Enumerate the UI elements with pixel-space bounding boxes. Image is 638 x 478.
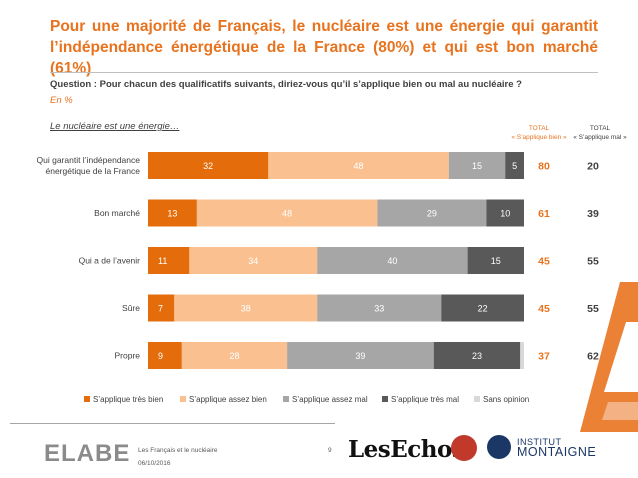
bar-segment [148, 152, 269, 179]
bar-value-label: 23 [472, 351, 482, 361]
bar-segment [377, 199, 487, 227]
footer-info: Les Français et le nucléaire 06/10/2016 [138, 444, 218, 470]
total-good-value: 45 [538, 303, 550, 315]
institut-montaigne-line1: INSTITUT [517, 437, 562, 447]
total-bad-value: 62 [587, 351, 599, 363]
bar-segment [189, 247, 318, 274]
legend-label: Sans opinion [483, 395, 529, 404]
page-number: 9 [328, 447, 332, 454]
bar-segment [196, 199, 378, 227]
bar-value-label: 15 [491, 256, 501, 266]
bar-value-label: 39 [355, 351, 365, 361]
bar-segment [441, 294, 524, 322]
bar-segment [317, 294, 442, 322]
category-label: Qui garantit l’indépendance [37, 155, 141, 165]
legend-label: S’applique très bien [93, 395, 163, 404]
total-good-header: TOTAL « S’applique bien » [508, 124, 570, 142]
elabe-logo-text: ELABE [44, 440, 131, 467]
bar-segment [486, 199, 524, 227]
legend-label: S’applique assez mal [292, 395, 368, 404]
bar-value-label: 40 [387, 256, 397, 266]
category-label: Propre [114, 351, 140, 361]
total-good-header-line2: « S’applique bien » [511, 134, 567, 141]
bar-value-label: 9 [158, 351, 163, 361]
bar-value-label: 48 [282, 209, 292, 219]
total-bad-value: 20 [587, 161, 599, 173]
legend-swatch [283, 396, 289, 402]
total-bad-value: 55 [587, 303, 599, 315]
unit-label: En % [50, 95, 73, 106]
bar-segment [148, 199, 197, 227]
bar-segment [287, 342, 434, 369]
total-good-header-line1: TOTAL [528, 125, 550, 132]
bar-value-label: 32 [203, 161, 213, 171]
study-name: Les Français et le nucléaire [138, 447, 218, 454]
bar-segment [317, 247, 468, 274]
total-bad-value: 39 [587, 208, 599, 220]
study-date: 06/10/2016 [138, 460, 171, 467]
bar-value-label: 33 [374, 304, 384, 314]
legend-swatch [474, 396, 480, 402]
bar-value-label: 15 [472, 161, 482, 171]
total-good-value: 45 [538, 256, 550, 268]
title-divider [50, 72, 598, 73]
total-good-value: 37 [538, 351, 550, 363]
footer-divider [10, 423, 335, 424]
bar-value-label: 5 [512, 161, 517, 171]
bar-segment [148, 294, 175, 322]
bar-segment [505, 152, 524, 179]
total-bad-header-line2: « S’applique mal » [573, 134, 627, 141]
bar-value-label: 10 [500, 209, 510, 219]
legend-swatch [180, 396, 186, 402]
bar-value-label: 13 [167, 209, 177, 219]
bar-segment [520, 342, 524, 369]
bar-value-label: 48 [354, 161, 364, 171]
decorative-a-graphic [580, 282, 638, 432]
elabe-logo: ELABE [44, 440, 130, 468]
chart-subtitle: Le nucléaire est une énergie… [50, 121, 180, 132]
bar-segment [433, 342, 521, 369]
legend-swatch [84, 396, 90, 402]
bar-segment [148, 342, 182, 369]
bar-segment [174, 294, 318, 322]
bar-segment [268, 152, 449, 179]
category-label: Sûre [122, 303, 140, 313]
total-good-value: 61 [538, 208, 550, 220]
bar-value-label: 38 [241, 304, 251, 314]
bar-segment [148, 247, 190, 274]
bar-value-label: 22 [478, 304, 488, 314]
total-bad-value: 55 [587, 256, 599, 268]
bar-value-label: 7 [158, 304, 163, 314]
radio-classique-logo [451, 435, 477, 461]
total-good-value: 80 [538, 161, 550, 173]
legend-swatch [382, 396, 388, 402]
bar-value-label: 11 [158, 256, 167, 266]
bar-segment [181, 342, 288, 369]
bar-value-label: 28 [229, 351, 239, 361]
les-echos-logo: LesEchos [348, 436, 465, 463]
question-text: Question : Pour chacun des qualificatifs… [50, 79, 522, 90]
category-label: énergétique de la France [45, 166, 140, 176]
institut-montaigne-line2: MONTAIGNE [517, 445, 597, 459]
legend-label: S’applique assez bien [189, 395, 267, 404]
institut-montaigne-emblem [487, 435, 511, 459]
bar-segment [448, 152, 506, 179]
legend-label: S’applique très mal [391, 395, 459, 404]
institut-montaigne-logo: INSTITUT MONTAIGNE [517, 437, 597, 459]
category-label: Bon marché [94, 208, 140, 218]
bar-segment [467, 247, 524, 274]
category-label: Qui a de l’avenir [79, 256, 141, 266]
total-bad-header: TOTAL « S’applique mal » [570, 124, 630, 142]
bar-value-label: 29 [427, 209, 437, 219]
total-bad-header-line1: TOTAL [589, 125, 611, 132]
bar-value-label: 34 [248, 256, 258, 266]
